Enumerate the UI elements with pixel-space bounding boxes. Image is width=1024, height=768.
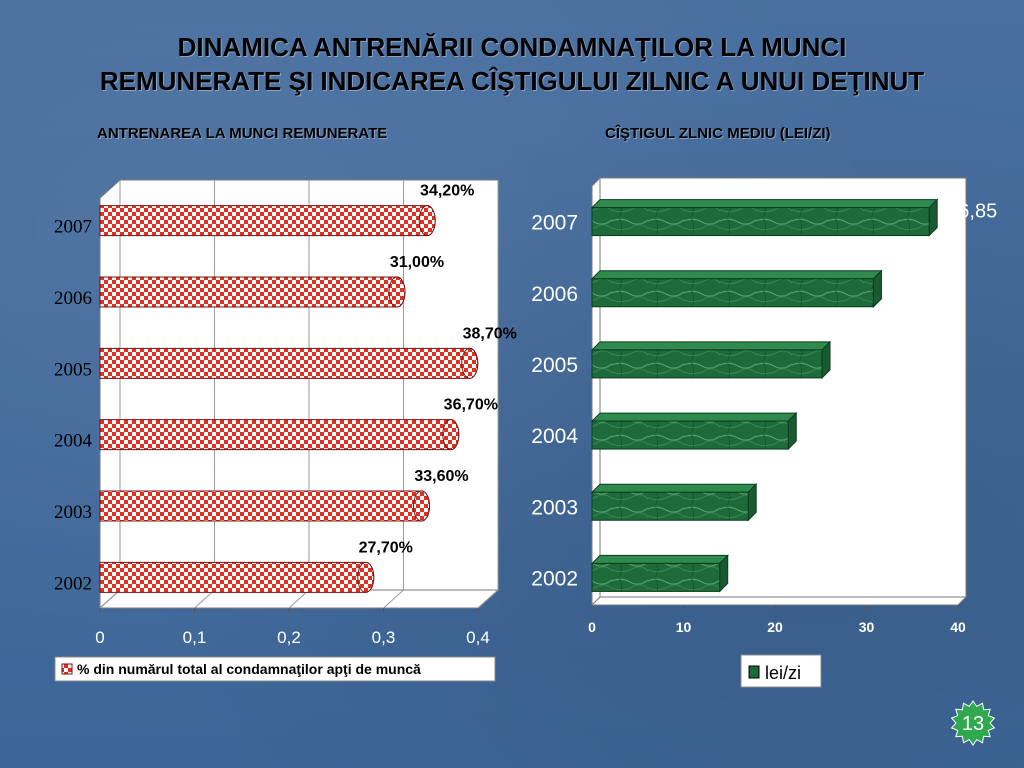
left-category-label: 2007 xyxy=(54,217,92,238)
left-category-label: 2006 xyxy=(54,288,92,309)
right-bar-top xyxy=(590,341,832,351)
right-category-label: 2006 xyxy=(531,283,578,306)
right-legend: lei/zi xyxy=(740,654,822,688)
left-data-label: 27,70% xyxy=(359,539,413,556)
left-bar-body xyxy=(99,419,460,451)
right-floor xyxy=(590,596,968,606)
right-bar-top xyxy=(590,412,798,422)
left-data-label: 36,70% xyxy=(444,397,498,414)
right-data-label: 13,96 xyxy=(738,556,788,578)
left-bar xyxy=(99,276,406,308)
left-bar xyxy=(99,561,375,593)
right-bar xyxy=(590,554,729,593)
right-data-label: 25,14 xyxy=(840,343,890,365)
left-bar-body xyxy=(99,205,436,237)
right-side-wall xyxy=(591,176,601,607)
left-chart-title: ANTRENAREA LA MUNCI REMUNERATE xyxy=(97,125,388,142)
right-bar xyxy=(590,483,758,522)
left-bar xyxy=(99,205,436,237)
slide-title-line-1: DINAMICA ANTRENĂRII CONDAMNAŢILOR LA MUN… xyxy=(177,32,847,62)
left-bar-cap xyxy=(461,347,479,379)
left-legend: % din numărul total al condamnaţilor apţ… xyxy=(54,656,496,682)
left-x-tick-label: 0,1 xyxy=(183,628,207,647)
left-legend-label: % din numărul total al condamnaţilor apţ… xyxy=(77,661,421,677)
right-bar xyxy=(590,340,832,380)
left-floor-gridline xyxy=(288,589,310,609)
left-data-label: 31,00% xyxy=(390,254,444,271)
right-data-label: 36,85 xyxy=(947,201,997,223)
right-category-label: 2002 xyxy=(531,567,578,590)
left-bar-cap xyxy=(413,490,431,522)
left-x-tick-label: 0,3 xyxy=(372,628,396,647)
left-category-label: 2002 xyxy=(54,573,92,594)
right-legend-label: lei/zi xyxy=(765,663,801,683)
right-legend-swatch xyxy=(748,665,760,679)
right-bar-face xyxy=(591,562,721,592)
left-data-label: 38,70% xyxy=(463,325,517,342)
slide-title: DINAMICA ANTRENĂRII CONDAMNAŢILOR LA MUN… xyxy=(0,30,1024,98)
left-bar-body xyxy=(99,276,406,308)
right-x-tick-label: 0 xyxy=(588,619,596,635)
left-bar-body xyxy=(99,561,375,593)
right-bar-top xyxy=(590,270,883,280)
left-x-tick-label: 0,2 xyxy=(277,628,301,647)
right-x-tick-label: 10 xyxy=(676,619,692,635)
starburst-icon xyxy=(950,700,996,746)
right-x-tick-label: 20 xyxy=(767,619,783,635)
right-bar-top xyxy=(590,483,758,493)
right-category-label: 2005 xyxy=(531,354,578,377)
left-bar xyxy=(99,347,479,379)
right-data-label: 17,07 xyxy=(766,485,816,507)
left-chart: 0 0,1 0,2 0,3 0,4 2002 27,70% 2003 33,60% 2004 36,… xyxy=(54,178,517,682)
left-bar xyxy=(99,419,460,451)
left-bar-body xyxy=(99,490,430,522)
right-data-label: 30,76 xyxy=(891,272,941,294)
left-legend-box xyxy=(54,656,496,682)
left-floor-gridline xyxy=(383,589,404,609)
right-category-label: 2003 xyxy=(531,496,578,519)
right-category-label: 2004 xyxy=(531,425,578,448)
left-bar-cap xyxy=(388,276,406,308)
left-legend-swatch xyxy=(61,663,73,675)
right-category-label: 2007 xyxy=(531,212,578,235)
left-bar-cap xyxy=(357,561,375,593)
left-bar xyxy=(99,490,431,522)
page-number-badge: 13 xyxy=(950,700,996,746)
left-category-label: 2005 xyxy=(54,359,92,380)
left-side-wall xyxy=(99,178,121,610)
right-bar-face xyxy=(591,420,789,450)
right-back-wall xyxy=(599,177,967,598)
left-bar-body xyxy=(99,347,479,379)
right-bar xyxy=(590,269,883,308)
left-floor-gridline xyxy=(194,589,215,609)
right-bar-top xyxy=(590,199,939,209)
left-data-label: 34,20% xyxy=(420,183,474,200)
slide-title-line-2: REMUNERATE ŞI INDICAREA CÎŞTIGULUI ZILNI… xyxy=(99,66,925,96)
left-category-label: 2003 xyxy=(54,502,92,523)
right-chart-title: CÎŞTIGUL ZLNIC MEDIU (LEI/ZI) xyxy=(605,125,831,142)
right-bar xyxy=(590,411,798,451)
right-bar-face xyxy=(591,278,874,308)
left-category-label: 2004 xyxy=(54,431,93,452)
right-data-label: 21,45 xyxy=(806,414,856,436)
right-bar-face xyxy=(591,349,823,379)
left-bar-cap xyxy=(442,419,460,451)
right-chart: 0 10 20 30 40 2002 13,96 2003 17,07 2004 21,45 2005… xyxy=(531,176,997,688)
right-x-tick-label: 40 xyxy=(950,619,966,635)
left-x-tick-label: 0 xyxy=(95,628,104,647)
right-bar-face xyxy=(591,207,930,237)
page-number: 13 xyxy=(962,713,984,735)
left-bar-cap xyxy=(418,205,436,237)
right-bar xyxy=(590,198,939,237)
right-bar-face xyxy=(591,491,749,521)
left-data-label: 33,60% xyxy=(414,468,468,485)
right-x-tick-label: 30 xyxy=(859,619,875,635)
left-floor-gridline xyxy=(99,589,121,609)
left-floor-gridline xyxy=(477,589,499,609)
left-x-tick-label: 0,4 xyxy=(466,628,490,647)
right-bar-top xyxy=(590,554,729,564)
